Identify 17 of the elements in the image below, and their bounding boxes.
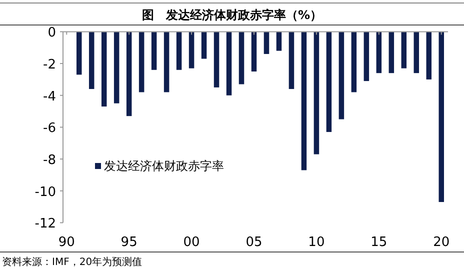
legend-label: 发达经济体财政赤字率: [104, 159, 224, 173]
x-tick-label: 15: [370, 235, 388, 250]
y-tick-label: -4: [43, 89, 56, 104]
x-tick-label: 05: [246, 235, 262, 250]
x-tick-label: 00: [183, 235, 200, 250]
y-tick-label: -10: [34, 184, 56, 200]
x-tick-label: 20: [433, 235, 450, 250]
y-tick-label: -2: [43, 58, 56, 73]
text: 资料来源：IMF，20年为预测值: [2, 256, 142, 268]
x-tick-label: 95: [120, 235, 138, 250]
x-tick-label: 90: [58, 235, 75, 250]
y-tick-label: -8: [43, 153, 56, 168]
x-tick-label: 10: [308, 235, 325, 250]
y-tick-label: -6: [43, 121, 56, 136]
y-tick-label: 0: [48, 26, 56, 41]
chart-title: 图 发达经济体财政赤字率（%）: [142, 8, 322, 22]
y-tick-label: -12: [34, 216, 56, 232]
